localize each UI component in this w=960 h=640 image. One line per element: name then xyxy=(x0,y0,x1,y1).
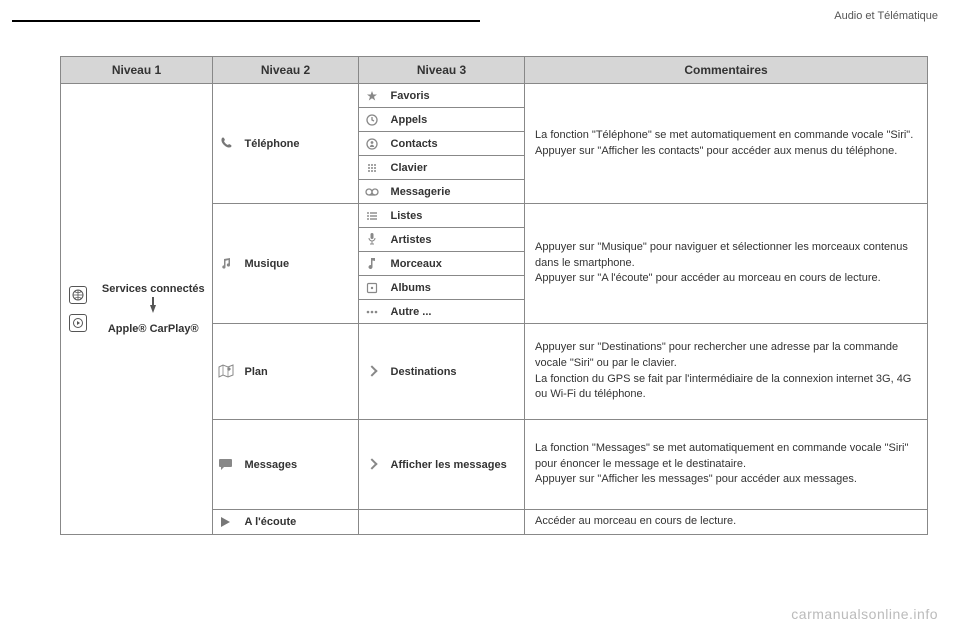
clock-icon xyxy=(363,111,381,129)
voicemail-icon xyxy=(363,183,381,201)
n2-label: A l'écoute xyxy=(245,516,297,528)
content-wrap: Niveau 1 Niveau 2 Niveau 3 Commentaires xyxy=(60,56,928,612)
arrow-down-icon xyxy=(150,305,156,313)
album-icon xyxy=(363,279,381,297)
n3-label: Afficher les messages xyxy=(391,459,507,471)
level1-top: Services connectés xyxy=(102,283,205,295)
n2-label: Plan xyxy=(245,366,268,378)
chevron-right-icon xyxy=(366,365,377,376)
chevron-right-icon xyxy=(366,458,377,469)
comment-cell: Appuyer sur "Musique" pour naviguer et s… xyxy=(525,232,927,296)
table-row: Services connectés Apple® CarPlay® Télép… xyxy=(61,84,928,108)
level1-icons xyxy=(61,84,95,534)
list-icon xyxy=(363,207,381,225)
n2-label: Musique xyxy=(245,258,290,270)
message-icon xyxy=(217,455,235,473)
n3-label: Artistes xyxy=(391,234,432,246)
dots-icon xyxy=(363,303,381,321)
table-header-row: Niveau 1 Niveau 2 Niveau 3 Commentaires xyxy=(61,57,928,84)
header-n2: Niveau 2 xyxy=(213,57,359,84)
comment-cell: La fonction "Téléphone" se met automatiq… xyxy=(525,120,927,168)
music-icon xyxy=(217,254,235,272)
n2-label: Téléphone xyxy=(245,138,300,150)
keypad-icon xyxy=(363,159,381,177)
globe-icon xyxy=(69,286,87,304)
n2-label: Messages xyxy=(245,459,298,471)
play-icon xyxy=(217,513,235,531)
phone-icon xyxy=(217,134,235,152)
menu-table: Niveau 1 Niveau 2 Niveau 3 Commentaires xyxy=(60,56,928,535)
n3-label: Favoris xyxy=(391,90,430,102)
circle-i-icon xyxy=(363,135,381,153)
level1-labels: Services connectés Apple® CarPlay® xyxy=(95,84,213,534)
star-icon xyxy=(363,87,381,105)
header-comments: Commentaires xyxy=(525,57,928,84)
level1-bottom: Apple® CarPlay® xyxy=(108,323,199,335)
comment-cell: Accéder au morceau en cours de lecture. xyxy=(525,510,927,534)
n3-label: Listes xyxy=(391,210,423,222)
n3-label: Albums xyxy=(391,282,431,294)
n3-label: Destinations xyxy=(391,366,457,378)
n3-label: Morceaux xyxy=(391,258,442,270)
n3-label: Messagerie xyxy=(391,186,451,198)
mic-icon xyxy=(363,230,381,248)
n3-label: Autre ... xyxy=(391,306,432,318)
watermark: carmanualsonline.info xyxy=(791,606,938,622)
n3-label: Appels xyxy=(391,114,428,126)
n3-label: Contacts xyxy=(391,138,438,150)
breadcrumb: Audio et Télématique xyxy=(834,10,938,22)
map-icon xyxy=(217,362,235,380)
note-icon xyxy=(363,254,381,272)
comment-cell: La fonction "Messages" se met automatiqu… xyxy=(525,433,927,497)
header-n1: Niveau 1 xyxy=(61,57,213,84)
comment-cell: Appuyer sur "Destinations" pour recherch… xyxy=(525,332,927,412)
carplay-icon xyxy=(69,314,87,332)
header-n3: Niveau 3 xyxy=(359,57,525,84)
top-rule xyxy=(0,18,960,24)
n3-label: Clavier xyxy=(391,162,428,174)
